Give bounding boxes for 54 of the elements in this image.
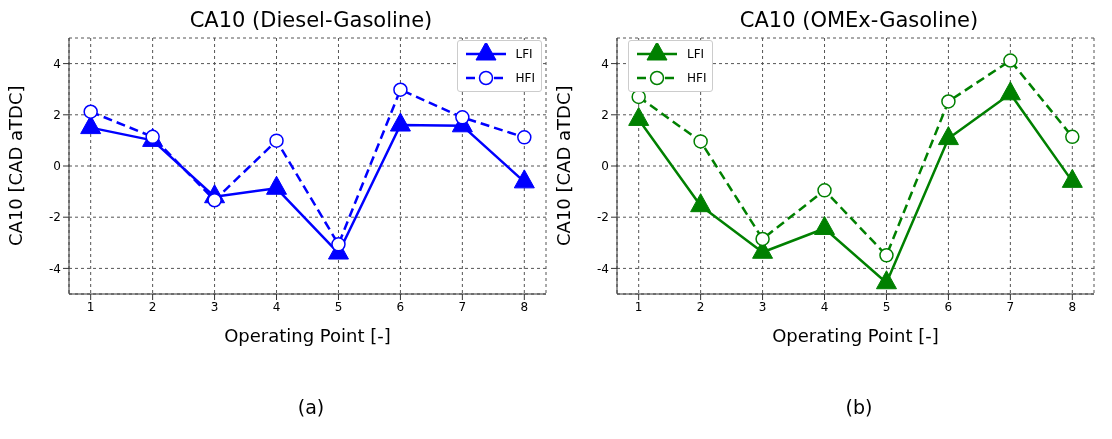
y-axis-title: CA10 [CAD aTDC]	[553, 85, 575, 246]
point	[1061, 168, 1083, 188]
point	[393, 82, 408, 97]
y-tick-label: 0	[53, 159, 61, 174]
point	[266, 175, 288, 195]
x-tick-label: 5	[882, 299, 891, 314]
y-tick-label: 4	[601, 56, 609, 71]
point	[269, 133, 284, 148]
x-tick-label: 6	[944, 299, 953, 314]
y-axis-title: CA10 [CAD aTDC]	[5, 85, 27, 246]
point	[83, 104, 98, 119]
x-tick-label: 4	[820, 299, 829, 314]
x-tick-label: 2	[148, 299, 157, 314]
x-tick-label: 7	[458, 299, 467, 314]
y-tick-label: -2	[597, 210, 609, 225]
point	[1065, 129, 1080, 145]
legend-label: LFI	[687, 47, 705, 61]
point	[875, 270, 897, 290]
point	[814, 215, 836, 235]
text: (b)	[844, 396, 874, 418]
y-tick-label: -4	[597, 261, 609, 276]
x-tick-label: 1	[634, 299, 643, 314]
x-tick-label: 3	[210, 299, 219, 314]
point	[937, 126, 959, 146]
x-tick-label: 2	[696, 299, 705, 314]
y-tick-label: -2	[49, 210, 61, 225]
x-tick-label: 1	[86, 299, 95, 314]
y-tick-label: 2	[53, 108, 61, 123]
legend-label: HFI	[515, 71, 535, 85]
y-tick-label: 4	[53, 56, 61, 71]
x-tick-label: 6	[396, 299, 405, 314]
legend-label: LFI	[515, 47, 533, 61]
x-tick-label: 4	[272, 299, 281, 314]
point	[513, 169, 535, 189]
x-axis-title: Operating Point [-]	[224, 325, 391, 346]
y-tick-label: 0	[601, 159, 609, 174]
point	[455, 110, 470, 125]
point	[517, 130, 532, 145]
x-tick-label: 7	[1006, 299, 1015, 314]
y-tick-label: 2	[601, 108, 609, 123]
chart-title: CA10 (Diesel-Gasoline)	[188, 8, 434, 34]
point	[1003, 53, 1018, 68]
y-tick-label: -4	[49, 261, 61, 276]
x-tick-label: 8	[520, 299, 529, 314]
point	[693, 134, 708, 149]
legend-label: HFI	[687, 71, 707, 85]
chart-title: CA10 (OMEx-Gasoline)	[738, 8, 980, 34]
x-tick-label: 5	[334, 299, 343, 314]
point	[941, 94, 956, 109]
text: (a)	[296, 396, 326, 418]
x-tick-label: 8	[1068, 299, 1077, 314]
x-axis-title: Operating Point [-]	[772, 325, 939, 346]
x-tick-label: 3	[758, 299, 767, 314]
point	[690, 193, 712, 213]
